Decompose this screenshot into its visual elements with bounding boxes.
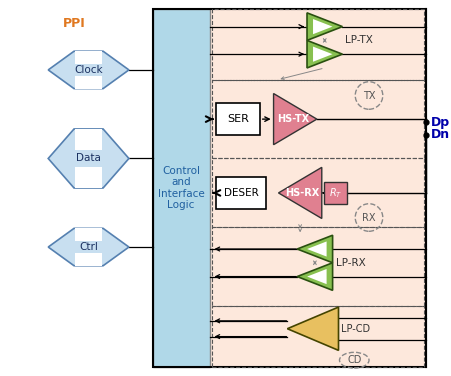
Bar bbox=[323, 182, 347, 204]
Polygon shape bbox=[296, 235, 332, 263]
Polygon shape bbox=[48, 228, 129, 266]
Polygon shape bbox=[306, 13, 342, 40]
Bar bbox=[216, 177, 265, 209]
Bar bbox=[75, 51, 101, 64]
Text: DESER: DESER bbox=[223, 188, 258, 198]
Polygon shape bbox=[48, 51, 129, 89]
Text: HS-RX: HS-RX bbox=[284, 188, 318, 198]
Polygon shape bbox=[313, 47, 332, 62]
Bar bbox=[152, 9, 209, 367]
Text: Dp: Dp bbox=[430, 115, 449, 129]
Bar bbox=[211, 80, 423, 158]
Bar bbox=[211, 227, 423, 306]
Text: Data: Data bbox=[76, 153, 101, 164]
Text: Dn: Dn bbox=[430, 128, 449, 141]
Bar bbox=[75, 253, 101, 266]
Bar bbox=[152, 9, 425, 367]
Text: Ctrl: Ctrl bbox=[79, 242, 98, 252]
Polygon shape bbox=[287, 307, 338, 350]
Text: LP-TX: LP-TX bbox=[345, 35, 373, 45]
Bar bbox=[75, 129, 101, 150]
Polygon shape bbox=[306, 269, 326, 284]
Text: SER: SER bbox=[227, 114, 249, 124]
Text: LP-CD: LP-CD bbox=[341, 324, 370, 334]
Bar bbox=[75, 76, 101, 89]
Bar bbox=[75, 228, 101, 241]
Polygon shape bbox=[273, 94, 316, 145]
Polygon shape bbox=[48, 129, 129, 188]
Polygon shape bbox=[278, 167, 321, 218]
Polygon shape bbox=[296, 263, 332, 290]
Polygon shape bbox=[313, 19, 332, 34]
Bar bbox=[211, 158, 423, 227]
Text: LP-RX: LP-RX bbox=[335, 258, 364, 268]
Text: Control
and
Interface
Logic: Control and Interface Logic bbox=[157, 165, 204, 211]
Polygon shape bbox=[306, 40, 342, 68]
Text: Clock: Clock bbox=[74, 65, 103, 75]
Text: PPI: PPI bbox=[62, 17, 85, 30]
Text: HS-TX: HS-TX bbox=[276, 114, 308, 124]
Bar bbox=[209, 9, 425, 367]
Text: TX: TX bbox=[362, 91, 374, 100]
Bar bbox=[75, 167, 101, 188]
Text: CD: CD bbox=[346, 355, 361, 365]
Bar bbox=[211, 9, 423, 80]
Polygon shape bbox=[306, 241, 326, 256]
Text: $R_T$: $R_T$ bbox=[328, 186, 341, 200]
Bar bbox=[211, 306, 423, 367]
Text: RX: RX bbox=[361, 212, 375, 223]
Bar bbox=[216, 103, 259, 135]
